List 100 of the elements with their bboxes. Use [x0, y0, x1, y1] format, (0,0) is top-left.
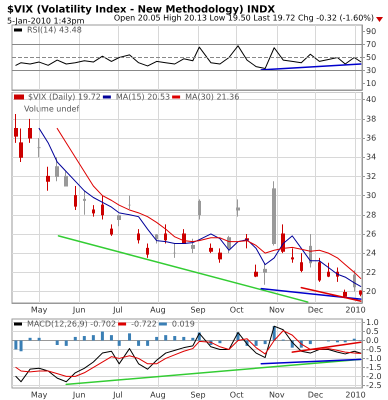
legend-label: -0.722 [131, 320, 157, 328]
candlestick [327, 262, 330, 278]
candlestick [245, 233, 249, 249]
legend-label: $VIX (Daily) 19.72 [28, 92, 101, 102]
candlestick [19, 128, 23, 163]
x-tick-label: Jun [72, 390, 86, 400]
candlestick [155, 233, 158, 244]
x-tick-label: Aug [150, 306, 166, 314]
bar [28, 338, 32, 341]
candlestick [173, 243, 176, 258]
candlestick [272, 180, 276, 246]
y-tick-label: 1.0 [366, 318, 379, 328]
bar [254, 340, 258, 346]
x-tick-label: Oct [230, 390, 244, 400]
bar [20, 340, 23, 352]
y-tick-label: -2.5 [366, 380, 382, 390]
y-tick-label: 30 [366, 66, 376, 75]
x-tick-label: Jun [72, 306, 86, 314]
candlestick [209, 243, 213, 254]
candlestick [74, 185, 77, 210]
y-tick-label: 26 [366, 229, 376, 238]
y-tick-label: -0.5 [366, 344, 382, 354]
bar [137, 340, 140, 346]
x-tick-label: Jul [112, 306, 123, 314]
y-tick-label: 40 [366, 95, 376, 104]
legend-label: MACD(12,26,9) -0.702 [27, 320, 116, 328]
bar [128, 333, 132, 341]
y-tick-label: -1.0 [366, 354, 382, 363]
candlestick [254, 264, 258, 278]
candlestick [28, 118, 32, 144]
bar [64, 340, 68, 346]
y-tick-label: 20 [366, 286, 376, 296]
x-tick-label: Nov [268, 306, 285, 314]
legend-label: 0.019 [172, 320, 195, 328]
y-tick-label: 32 [366, 172, 376, 181]
x-tick-label: 2010 [345, 306, 366, 314]
bar [100, 332, 104, 341]
x-tick-label: Jul [112, 390, 123, 400]
candlestick [291, 248, 294, 264]
legend-label: MA(30) 21.36 [185, 92, 240, 102]
bar [38, 338, 41, 341]
candlestick [128, 195, 131, 210]
x-tick-label: Dec [308, 390, 324, 400]
bar [110, 335, 113, 341]
y-tick-label: -1.5 [366, 362, 382, 372]
candlestick [263, 262, 267, 286]
y-tick-label: 24 [366, 248, 376, 258]
x-tick-label: Oct [230, 306, 244, 314]
x-tick-label: May [30, 306, 48, 314]
line-series [15, 45, 362, 70]
candlestick [37, 138, 41, 158]
candlestick [92, 204, 95, 218]
line-series [15, 326, 362, 382]
bar [74, 336, 77, 341]
candlestick [300, 252, 303, 273]
candlestick [318, 257, 321, 282]
x-tick-label: Dec [308, 306, 324, 314]
candlestick [14, 114, 18, 144]
bar [308, 340, 312, 344]
candlestick [343, 289, 347, 298]
y-tick-label: 34 [366, 152, 376, 162]
bar [92, 335, 95, 341]
legend-label: RSI(14) 43.48 [27, 26, 82, 34]
bar [14, 340, 18, 350]
bar [264, 340, 267, 344]
x-tick-label: 2010 [345, 390, 366, 400]
y-tick-label: 28 [366, 210, 376, 220]
candlestick [236, 198, 240, 218]
y-tick-label: 38 [366, 114, 376, 124]
bar [191, 338, 194, 341]
y-tick-label: 90 [366, 27, 376, 36]
candlestick [55, 156, 59, 182]
x-tick-label: Aug [150, 390, 166, 400]
line-series [15, 330, 362, 377]
candlestick [83, 190, 86, 216]
chart-title: $VIX (Volatility Index - New Methodology) INDX [7, 4, 276, 16]
bar [82, 336, 86, 341]
text: Open 20.05 High 20.13 Low 19.50 Last 19.72 Chg -0.32 (-1.60%) [114, 14, 374, 22]
candlestick [353, 270, 356, 292]
y-tick-label: -2.0 [366, 372, 382, 381]
candlestick [110, 224, 113, 236]
candlestick [227, 235, 231, 254]
candlestick [46, 166, 50, 192]
y-tick-label: 70 [366, 40, 376, 49]
candlestick [64, 171, 68, 186]
candlestick [117, 214, 121, 227]
x-tick-label: Sep [190, 390, 206, 400]
candlestick [137, 228, 140, 244]
bar [146, 340, 150, 346]
legend-label: MA(15) 20.53 [116, 92, 170, 102]
candlestick [164, 224, 167, 244]
bar [56, 340, 59, 345]
y-tick-label: 30 [366, 191, 376, 200]
y-tick-label: 0.5 [366, 327, 379, 336]
candlestick [198, 198, 201, 220]
chart-subtitle: 5-Jan-2010 1:43pm [7, 16, 85, 26]
candlestick [191, 238, 195, 254]
y-tick-label: 0.0 [366, 336, 379, 346]
candlestick [146, 243, 149, 258]
bar [164, 335, 168, 341]
